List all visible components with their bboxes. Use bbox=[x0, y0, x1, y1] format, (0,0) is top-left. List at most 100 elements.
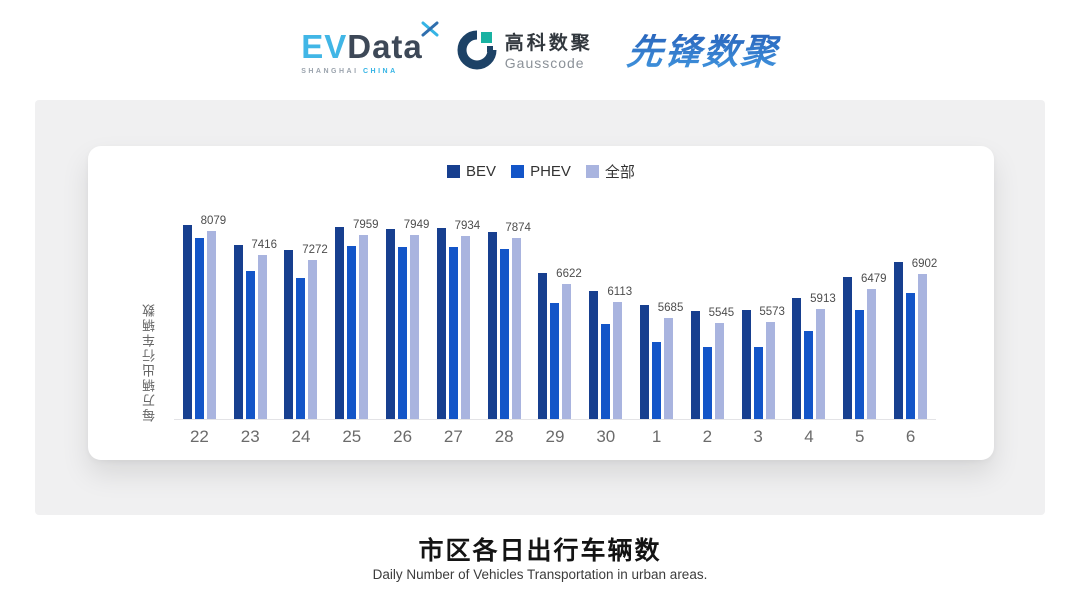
bar-phev bbox=[550, 302, 560, 419]
bar-phev bbox=[753, 346, 763, 419]
bar-group: 7272 bbox=[276, 220, 328, 419]
bar-bev bbox=[487, 232, 497, 419]
bar-group: 5573 bbox=[733, 220, 785, 419]
bar-全部 bbox=[206, 230, 216, 419]
bar-group: 5913 bbox=[784, 220, 836, 419]
bar-bev bbox=[589, 290, 599, 419]
y-axis-title: 每万辆出行车辆数 bbox=[142, 302, 157, 422]
x-tick-label: 30 bbox=[596, 427, 616, 446]
bar-phev bbox=[652, 341, 662, 419]
evdata-data-text: Data bbox=[347, 27, 423, 65]
bar-group: 7934 bbox=[428, 219, 481, 419]
bar-全部 bbox=[257, 254, 267, 419]
x-tick-label: 2 bbox=[702, 427, 713, 446]
gausscode-g-icon bbox=[457, 30, 497, 75]
bar-bev bbox=[386, 228, 396, 419]
legend-item-全部: 全部 bbox=[585, 161, 635, 182]
bar-全部 bbox=[410, 235, 420, 419]
bar-全部 bbox=[308, 260, 318, 419]
bar-bev bbox=[894, 262, 904, 419]
x-tick-label: 4 bbox=[804, 427, 814, 446]
bar-group: 7874 bbox=[479, 220, 531, 419]
bar-bev bbox=[182, 225, 192, 419]
page-title: 市区各日出行车辆数 bbox=[418, 537, 662, 565]
bar-bev bbox=[436, 227, 446, 419]
page-subtitle: Daily Number of Vehicles Transportation … bbox=[372, 567, 708, 582]
bar-全部 bbox=[765, 321, 775, 419]
x-axis-ticks: 22 23 24 25 26 27 28 29 30 1 2 3 4 5 6 bbox=[174, 427, 936, 447]
bar-全部 bbox=[714, 322, 724, 419]
bar-group: 6622 bbox=[530, 220, 582, 419]
bar-value-label: 5573 bbox=[759, 305, 785, 318]
bar-bev bbox=[335, 227, 345, 419]
bar-全部 bbox=[918, 273, 928, 419]
legend-swatch-icon bbox=[585, 165, 599, 178]
bar-value-label: 6479 bbox=[860, 272, 887, 285]
bar-phev bbox=[347, 245, 357, 419]
bar-group: 7416 bbox=[225, 220, 277, 419]
x-tick-label: 22 bbox=[189, 427, 209, 446]
chart-card: BEV PHEV 全部 每万辆出行车辆数 8079 7416 7272 7959 7949 7… bbox=[88, 146, 994, 460]
bar-phev bbox=[448, 247, 458, 419]
bar-value-label: 7874 bbox=[505, 222, 531, 235]
x-tick-label: 5 bbox=[855, 427, 865, 446]
bar-bev bbox=[233, 245, 243, 419]
bar-group: 5685 bbox=[631, 220, 684, 419]
xianfeng-wordmark: 先锋数聚 bbox=[624, 31, 782, 72]
bar-bev bbox=[792, 298, 802, 419]
xianfeng-logo: 先锋数聚 bbox=[624, 31, 782, 72]
bar-全部 bbox=[816, 309, 826, 419]
bar-phev bbox=[245, 270, 255, 419]
evdata-ev-text: EV bbox=[301, 27, 348, 65]
bar-phev bbox=[702, 346, 712, 419]
x-tick-label: 29 bbox=[545, 427, 565, 446]
bar-value-label: 5685 bbox=[657, 301, 684, 314]
x-star-icon bbox=[421, 21, 439, 42]
evdata-logo: EVData SHANGHAI CHINA bbox=[301, 21, 439, 75]
bar-group: 7959 bbox=[326, 219, 379, 419]
bar-bev bbox=[843, 277, 853, 419]
bar-bev bbox=[284, 249, 294, 419]
x-tick-label: 1 bbox=[651, 427, 662, 446]
bar-phev bbox=[296, 278, 306, 419]
x-tick-label: 26 bbox=[393, 427, 413, 446]
legend-label: BEV bbox=[466, 163, 497, 180]
bars-plot: 8079 7416 7272 7959 7949 7934 7874 6622 6113 5685… bbox=[174, 215, 938, 420]
x-tick-label: 27 bbox=[443, 427, 463, 446]
bar-bev bbox=[690, 310, 700, 419]
bar-value-label: 8079 bbox=[200, 214, 227, 227]
gausscode-logo: 高科数聚 Gausscode bbox=[457, 30, 593, 75]
brand-header: EVData SHANGHAI CHINA 高科数聚 Gausscode 先锋数… bbox=[0, 10, 1080, 94]
bar-value-label: 7934 bbox=[454, 219, 481, 232]
bar-phev bbox=[398, 246, 408, 419]
bar-group: 6479 bbox=[834, 220, 887, 419]
bar-全部 bbox=[511, 238, 521, 419]
bar-全部 bbox=[664, 317, 674, 419]
bar-phev bbox=[855, 309, 865, 419]
gausscode-en-name: Gausscode bbox=[504, 54, 585, 71]
bar-bev bbox=[538, 272, 548, 419]
legend-label: 全部 bbox=[604, 164, 635, 181]
bar-全部 bbox=[867, 288, 877, 419]
bar-value-label: 6622 bbox=[556, 267, 582, 280]
legend-item-bev: BEV bbox=[447, 163, 496, 180]
legend-swatch-icon bbox=[447, 165, 461, 178]
bar-value-label: 6902 bbox=[911, 257, 938, 270]
bar-value-label: 7959 bbox=[352, 219, 379, 231]
bar-全部 bbox=[359, 235, 369, 419]
bar-phev bbox=[499, 248, 509, 419]
bar-全部 bbox=[460, 235, 470, 419]
x-tick-label: 23 bbox=[240, 427, 260, 446]
bar-value-label: 7416 bbox=[251, 238, 277, 251]
bar-value-label: 6113 bbox=[607, 286, 633, 299]
plot-area: 8079 7416 7272 7959 7949 7934 7874 6622 6113 5685… bbox=[174, 215, 938, 447]
legend-label: PHEV bbox=[530, 163, 571, 180]
x-tick-label: 6 bbox=[905, 427, 916, 446]
evdata-wordmark: EVData bbox=[301, 30, 423, 63]
chart-panel: BEV PHEV 全部 每万辆出行车辆数 8079 7416 7272 7959 7949 7… bbox=[35, 100, 1045, 515]
x-tick-label: 24 bbox=[291, 427, 311, 446]
legend-item-phev: PHEV bbox=[511, 163, 571, 180]
bar-value-label: 5545 bbox=[708, 306, 735, 319]
bar-value-label: 5913 bbox=[810, 293, 836, 306]
bar-bev bbox=[640, 304, 650, 419]
